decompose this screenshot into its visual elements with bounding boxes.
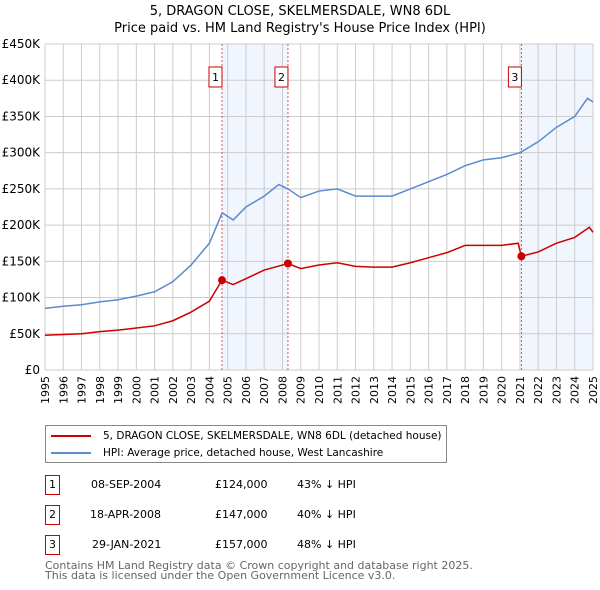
legend-swatch (51, 452, 91, 454)
x-tick-label: 2021 (514, 376, 527, 404)
sale-label-box (208, 66, 223, 88)
sale-number: 3 (45, 535, 60, 555)
sale-number: 1 (45, 475, 60, 495)
chart-subtitle: Price paid vs. HM Land Registry's House … (114, 21, 486, 36)
legend-item-property: 5, DRAGON CLOSE, SKELMERSDALE, WN8 6DL (… (46, 428, 442, 444)
x-tick-label: 2001 (149, 376, 162, 404)
x-tick-label: 2005 (222, 376, 235, 404)
y-tick-label: £400K (2, 73, 42, 87)
sale-row: 1 08-SEP-2004 £124,000 43% ↓ HPI (45, 475, 545, 495)
y-tick-label: £250K (2, 182, 42, 196)
sale-number: 2 (45, 505, 60, 525)
x-tick-label: 2000 (130, 376, 143, 404)
y-tick-label: £200K (2, 218, 42, 232)
footer-line: This data is licensed under the Open Gov… (45, 569, 396, 582)
sale-label: 2 (278, 71, 285, 84)
x-tick-label: 2023 (550, 376, 563, 404)
x-tick-label: 2019 (477, 376, 490, 404)
sale-label: 3 (511, 71, 518, 84)
x-tick-label: 2016 (423, 376, 436, 404)
x-tick-label: 2013 (368, 376, 381, 404)
footer: Contains HM Land Registry data © Crown c… (45, 559, 473, 582)
sale-label-box (274, 66, 289, 88)
footer-line: Contains HM Land Registry data © Crown c… (45, 559, 473, 572)
y-tick-label: £450K (2, 37, 42, 51)
x-tick-label: 1995 (39, 376, 52, 404)
x-tick-label: 2009 (295, 376, 308, 404)
sale-hpi-diff: 43% ↓ HPI (297, 478, 356, 491)
x-tick-label: 2025 (587, 376, 600, 404)
legend-swatch (51, 435, 91, 437)
x-tick-label: 2006 (240, 376, 253, 404)
sale-hpi-diff: 48% ↓ HPI (297, 538, 356, 551)
legend-item-hpi: HPI: Average price, detached house, West… (46, 445, 383, 461)
x-tick-label: 2012 (350, 376, 363, 404)
x-tick-label: 2024 (569, 376, 582, 404)
series-line (44, 97, 594, 310)
chart-title: 5, DRAGON CLOSE, SKELMERSDALE, WN8 6DL (149, 4, 451, 19)
sale-point (218, 276, 227, 285)
x-tick-label: 2020 (496, 376, 509, 404)
y-tick-label: £50K (9, 327, 41, 341)
sale-label-box (507, 66, 522, 88)
y-tick-label: £350K (2, 109, 42, 123)
sale-date: 08-SEP-2004 (91, 478, 162, 491)
y-tick-label: £100K (2, 291, 42, 305)
sale-price: £147,000 (215, 508, 268, 521)
x-tick-label: 1996 (57, 376, 70, 404)
legend-label: HPI: Average price, detached house, West… (103, 447, 384, 459)
legend: 5, DRAGON CLOSE, SKELMERSDALE, WN8 6DL (… (45, 425, 447, 463)
x-tick-label: 2007 (258, 376, 271, 404)
x-tick-label: 2003 (185, 376, 198, 404)
sale-date: 18-APR-2008 (90, 508, 162, 521)
x-tick-label: 1999 (112, 376, 125, 404)
y-tick-label: £300K (2, 146, 42, 160)
sale-point (517, 252, 526, 261)
x-tick-label: 1998 (94, 376, 107, 404)
x-tick-label: 2008 (276, 376, 289, 404)
shaded-period (521, 44, 593, 370)
x-tick-label: 2011 (331, 376, 344, 404)
x-tick-label: 2022 (532, 376, 545, 404)
sale-price: £124,000 (215, 478, 268, 491)
x-tick-label: 2014 (386, 376, 399, 404)
sale-label: 1 (212, 71, 219, 84)
x-tick-label: 2010 (313, 376, 326, 404)
sale-row: 2 18-APR-2008 £147,000 40% ↓ HPI (45, 505, 545, 525)
sale-point (283, 259, 292, 268)
sale-hpi-diff: 40% ↓ HPI (297, 508, 356, 521)
sale-row: 3 29-JAN-2021 £157,000 48% ↓ HPI (45, 535, 545, 555)
x-tick-label: 1997 (76, 376, 89, 404)
sale-price: £157,000 (215, 538, 268, 551)
sale-date: 29-JAN-2021 (92, 538, 162, 551)
y-tick-label: £150K (2, 254, 42, 268)
x-tick-label: 2017 (441, 376, 454, 404)
y-tick-label: £0 (25, 363, 40, 377)
x-tick-label: 2018 (459, 376, 472, 404)
shaded-period (222, 44, 288, 370)
legend-label: 5, DRAGON CLOSE, SKELMERSDALE, WN8 6DL (… (103, 430, 442, 442)
x-tick-label: 2004 (203, 376, 216, 404)
x-tick-label: 2015 (404, 376, 417, 404)
x-tick-label: 2002 (167, 376, 180, 404)
plot-area: £0 £50K £100K £150K £200K £250K £300K £350K £400… (2, 37, 600, 404)
series-line (44, 226, 594, 336)
